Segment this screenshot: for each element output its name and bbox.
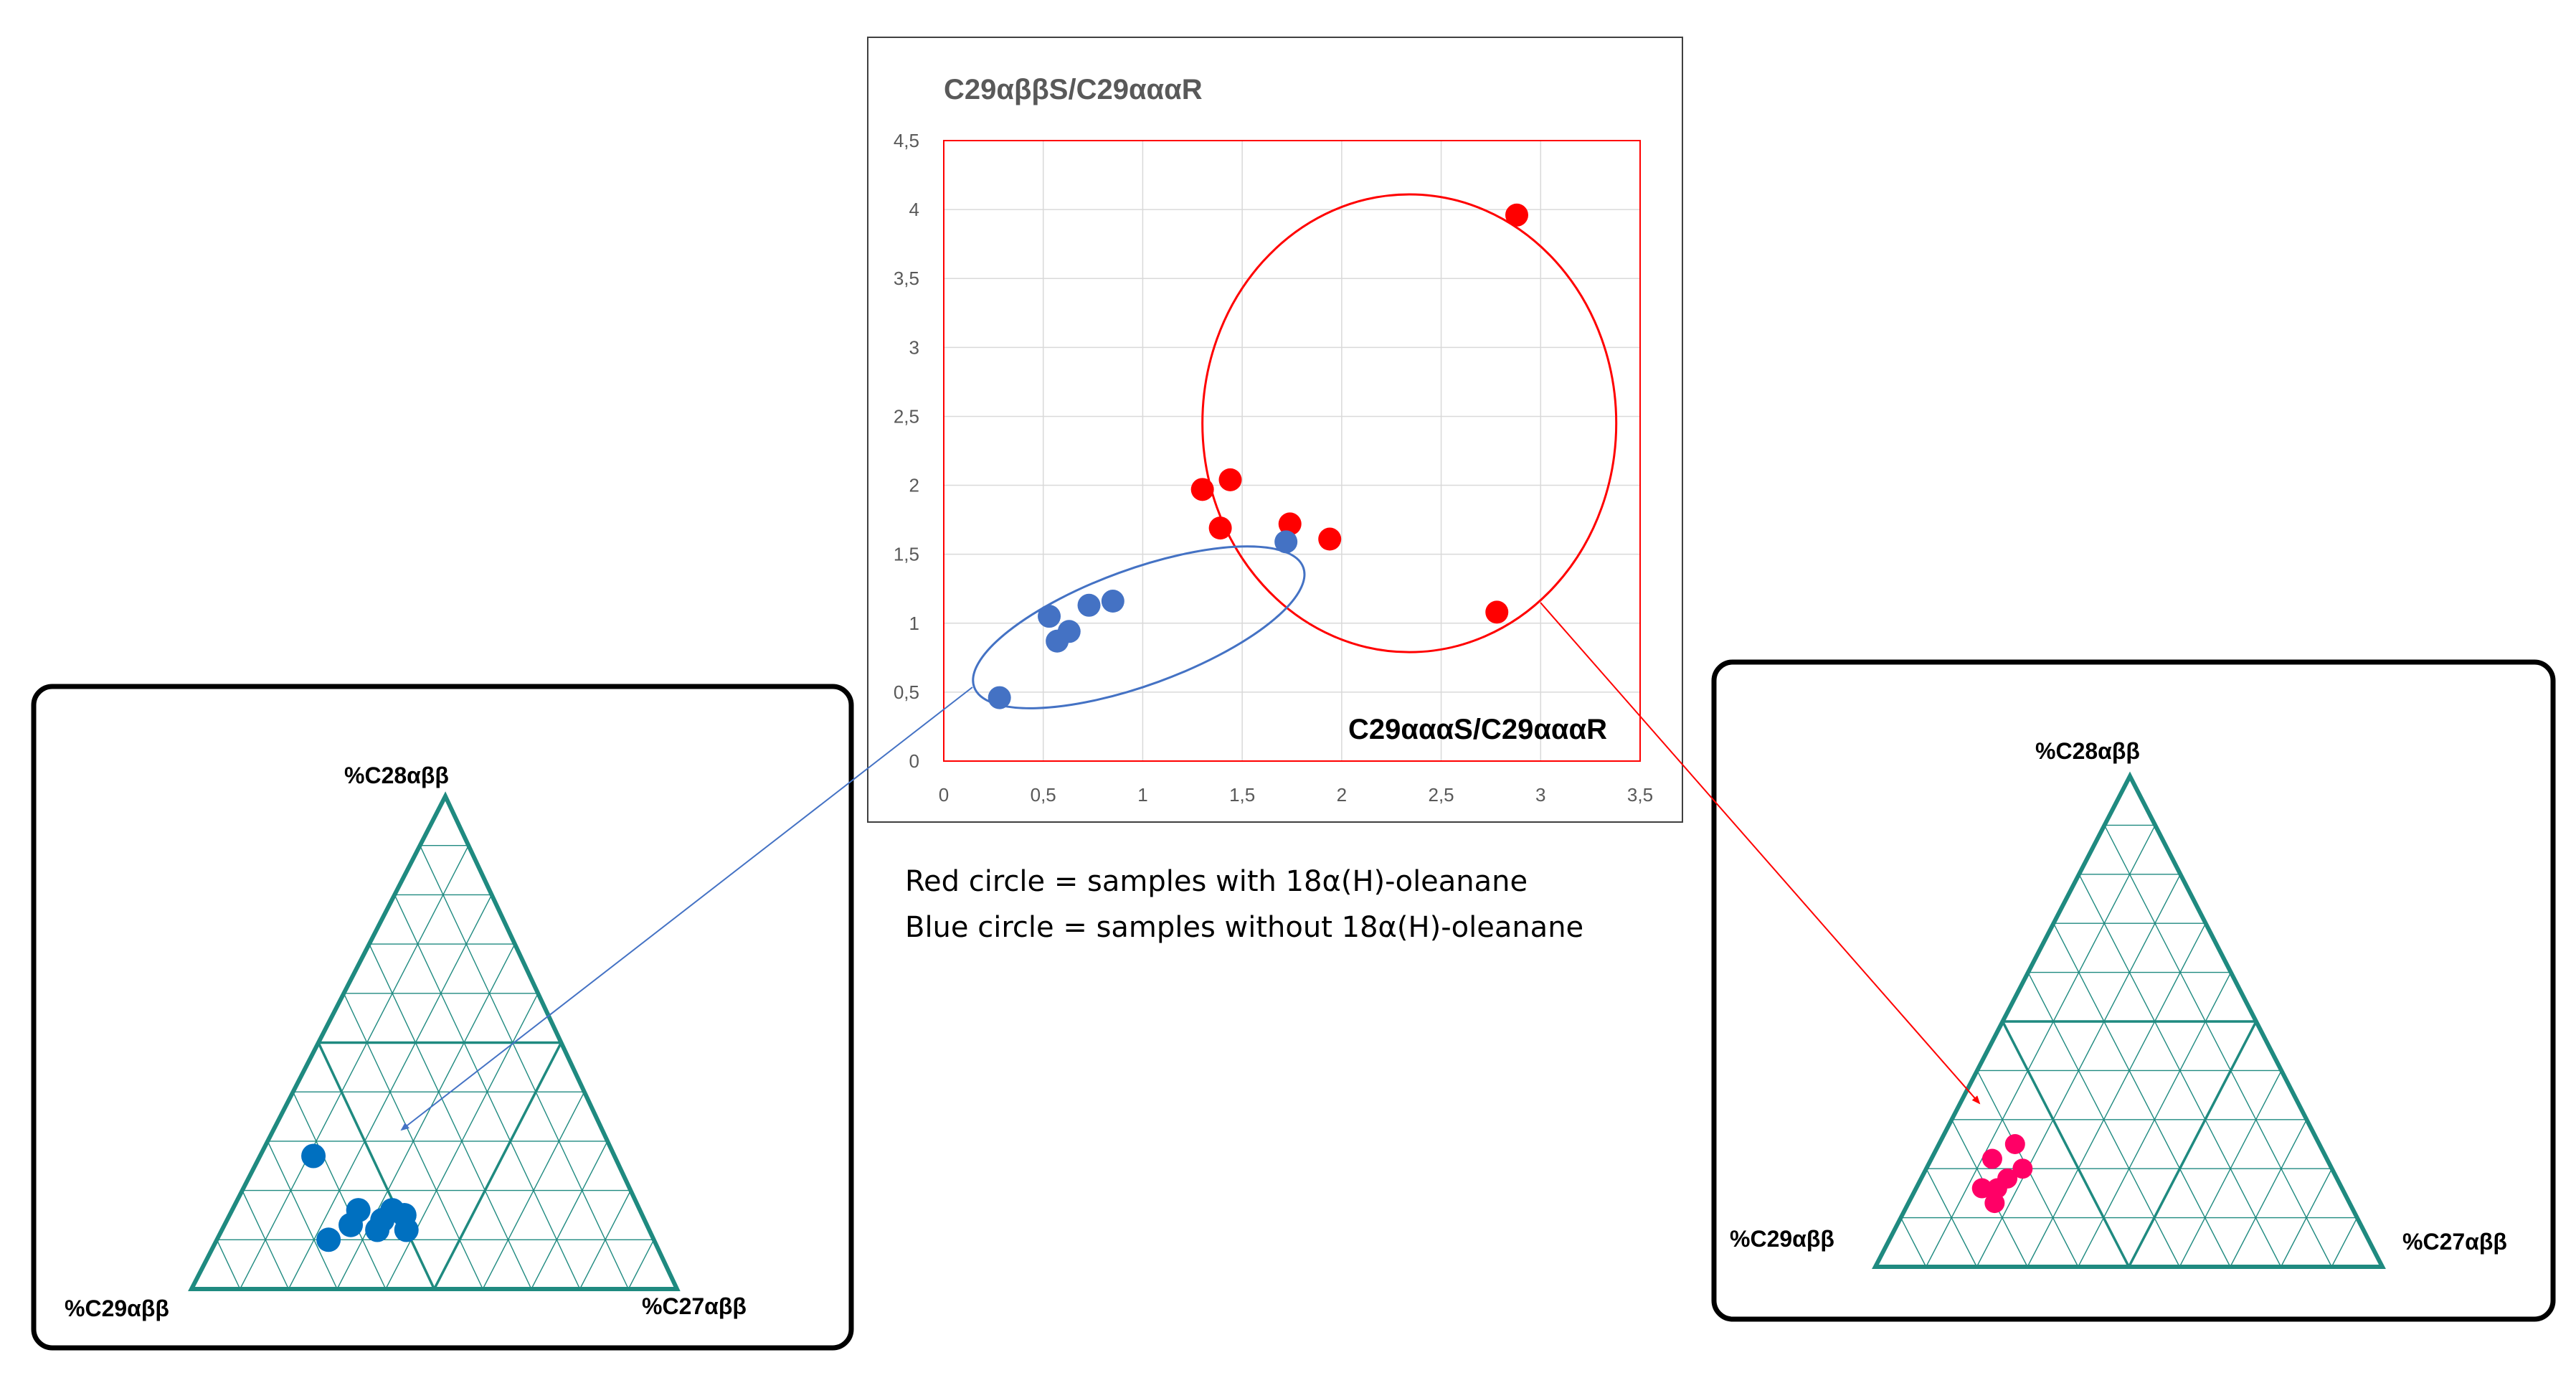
left-ternary-sample-point [301,1143,326,1169]
scatter-chart-panel: C29αββS/C29αααR 0 0,5 1 1,5 2 2,5 3 3,5 0 0,5 1 1,… [867,37,1683,823]
x-tick-label: 3,5 [1627,784,1653,806]
x-tick-label: 1 [1137,784,1147,806]
x-tick-labels: 0 0,5 1 1,5 2 2,5 3 3,5 [939,784,1653,806]
y-tick-label: 4 [909,199,919,220]
red-connector-arrow [1540,602,1981,1105]
y-tick-labels: 0 0,5 1 1,5 2 2,5 3 3,5 4 4,5 [894,130,919,772]
right-ternary-gridline [2331,1217,2358,1268]
right-ternary-gridline [2230,1119,2308,1268]
blue-sample-point [988,686,1011,709]
left-panel-frame [31,684,854,1351]
right-ternary-gridline [2001,1021,2131,1268]
legend-note-blue: Blue circle = samples without 18α(H)-ole… [905,911,1584,944]
left-ternary-gridline [394,895,581,1290]
x-tick-label: 1,5 [1229,784,1255,806]
ternary-diagram-right [1872,771,2386,1269]
x-axis-label: C29αααS/C29αααR [1348,714,1607,745]
left-ternary-gridline [432,1042,563,1290]
ternary-panel-left: %C28αββ %C29αββ %C27αββ [31,684,854,1351]
right-ternary-gridline [1900,1217,1927,1268]
red-sample-point [1318,527,1342,551]
left-ternary-sample-point [370,1207,395,1232]
right-ternary-sample-point [2004,1134,2025,1154]
blue-sample-point [1077,593,1101,617]
y-tick-label: 3 [909,336,919,358]
left-right-axis-label: %C27αββ [642,1293,747,1319]
left-ternary-gridline [216,1240,241,1290]
left-ternary-sample-point [338,1212,364,1237]
blue-connector-arrow [400,686,973,1131]
left-ternary-gridline [267,1141,338,1290]
data-points [988,203,1528,709]
right-ternary-gridline [2103,825,2332,1268]
y-tick-label: 2 [909,475,919,496]
right-top-axis-label: %C28αββ [2035,738,2140,764]
y-tick-label: 1 [909,613,919,634]
y-tick-label: 0 [909,750,919,772]
y-tick-label: 0,5 [894,681,919,703]
y-tick-label: 4,5 [894,130,919,151]
chart-title: C29αββS/C29αααR [944,74,1203,105]
blue-cluster-ellipse [972,545,1306,709]
red-sample-point [1485,600,1509,624]
y-tick-label: 2,5 [894,405,919,427]
ternary-diagram-left [188,791,681,1291]
right-ternary-sample-point [1984,1193,2005,1214]
ternary-panel-right: %C28αββ %C29αββ %C27αββ [1711,659,2556,1322]
blue-sample-point [1038,605,1061,628]
right-ternary-gridline [2027,922,2207,1268]
right-ternary-gridline [2127,1021,2258,1268]
x-tick-label: 0,5 [1031,784,1056,806]
left-ternary-gridline [240,845,469,1290]
left-left-axis-label: %C29αββ [65,1295,169,1321]
right-ternary-sample-point [1971,1178,1992,1199]
left-ternary-sample-point [392,1202,417,1227]
red-sample-point [1278,512,1302,536]
right-ternary-sample-point [1981,1148,2002,1169]
blue-sample-point [1057,620,1081,643]
right-right-axis-label: %C27αββ [2402,1229,2507,1255]
red-cluster-ellipse [1201,193,1618,653]
left-top-axis-label: %C28αββ [344,763,449,788]
red-sample-point [1208,516,1232,540]
right-ternary-gridline [1926,825,2156,1268]
legend-note-red: Red circle = samples with 18α(H)-oleanan… [905,865,1528,898]
left-ternary-gridline [288,895,493,1290]
x-tick-label: 0 [939,784,949,806]
blue-sample-point [1274,530,1298,554]
right-ternary-gridline [2052,922,2231,1268]
cluster-ellipses [972,193,1618,709]
y-tick-label: 1,5 [894,544,919,565]
right-ternary-gridline [2078,874,2282,1268]
left-ternary-gridline [419,845,629,1290]
left-ternary-gridline [628,1239,655,1290]
x-tick-label: 2,5 [1428,784,1454,806]
left-ternary-triangle-outline [188,791,681,1291]
right-panel-frame [1711,659,2556,1322]
red-sample-point [1190,478,1214,501]
y-tick-label: 3,5 [894,268,919,289]
left-ternary-gridline [369,943,532,1290]
chart-frame [867,37,1683,823]
left-ternary-sample-point [316,1227,341,1252]
right-ternary-gridline [1976,874,2182,1268]
plot-area-border [943,140,1641,762]
red-sample-point [1505,203,1528,227]
left-ternary-gridline [317,1042,436,1290]
x-tick-label: 2 [1337,784,1347,806]
red-sample-point [1218,468,1242,491]
x-tick-label: 3 [1535,784,1545,806]
right-ternary-sample-point [2012,1158,2033,1179]
right-left-axis-label: %C29αββ [1730,1226,1834,1252]
left-ternary-gridline [531,1141,608,1290]
right-ternary-triangle-outline [1872,771,2386,1269]
blue-sample-point [1101,590,1124,613]
